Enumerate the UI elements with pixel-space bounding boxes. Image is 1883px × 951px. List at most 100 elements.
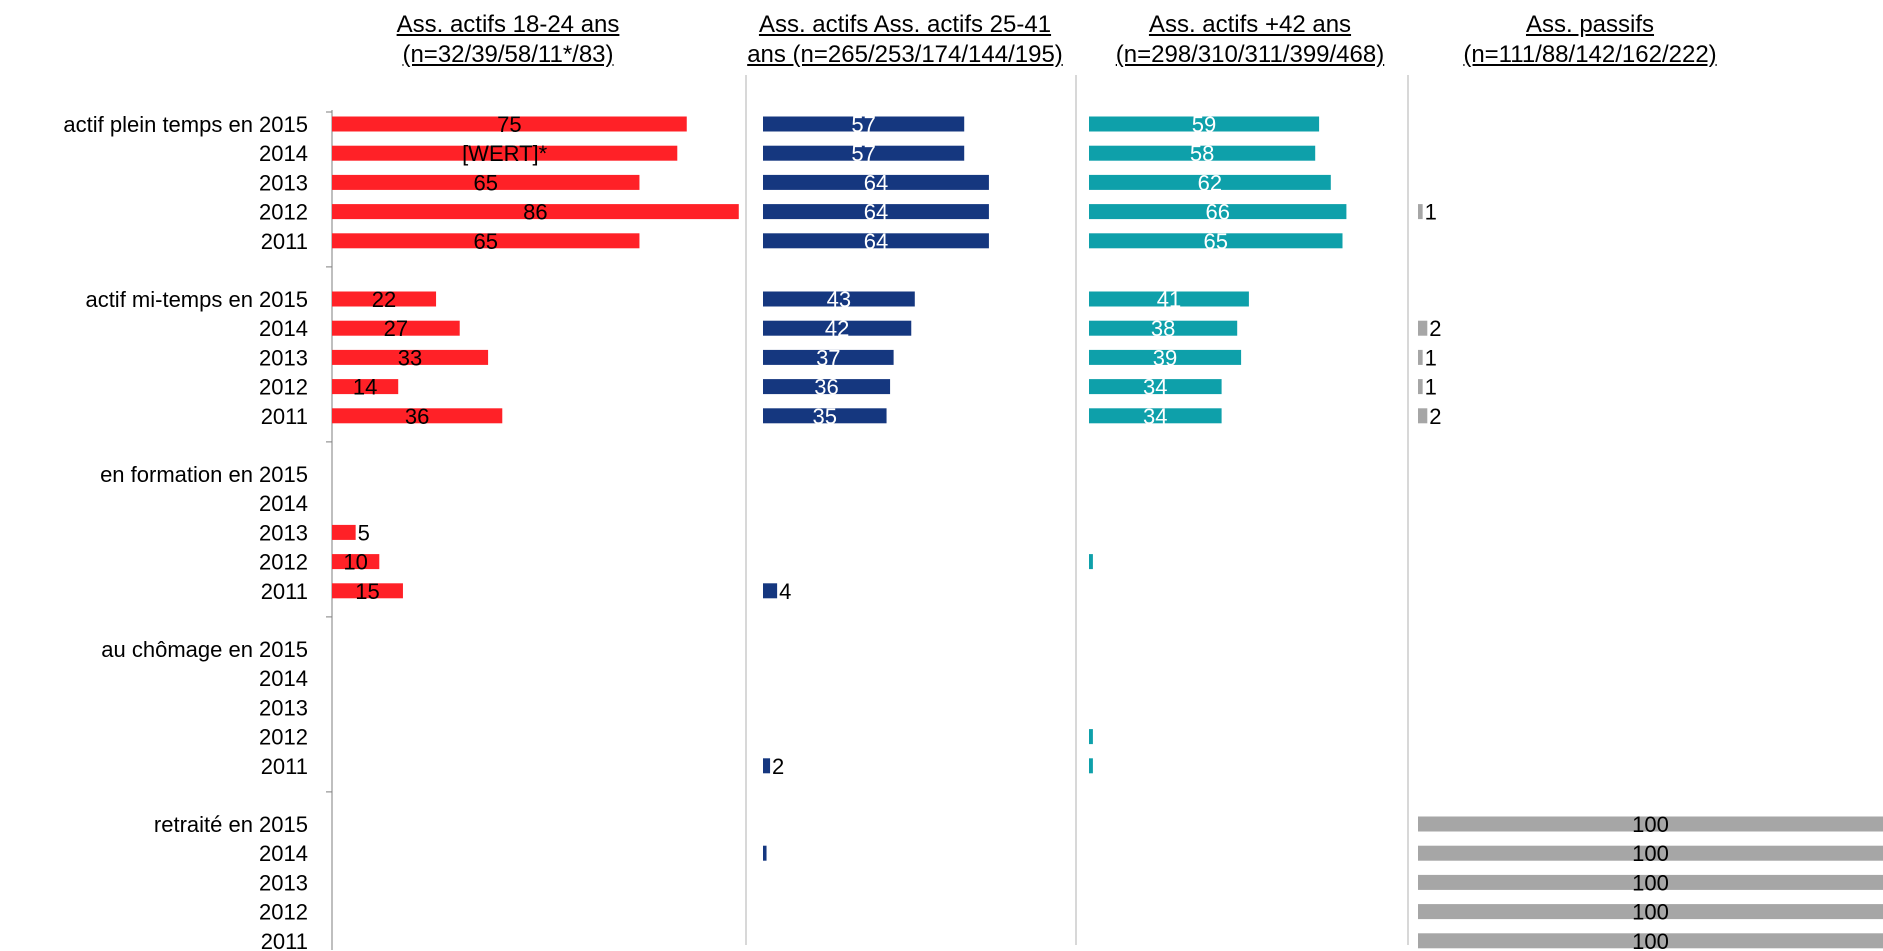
data-label: 2	[1429, 316, 1441, 341]
panel-header-42-plus: Ass. actifs +42 ans (n=298/310/311/399/4…	[1090, 10, 1410, 70]
category-label: 2011	[261, 579, 308, 604]
data-label: 100	[1632, 841, 1669, 866]
data-label: 1	[1425, 200, 1437, 225]
data-label: 34	[1143, 375, 1167, 400]
data-bar	[763, 583, 778, 599]
panel-title-line1: Ass. passifs	[1525, 11, 1655, 38]
data-label: 5	[358, 520, 370, 545]
panel-title-line1: Ass. actifs +42 ans	[1148, 11, 1352, 38]
data-label: 57	[851, 112, 875, 137]
category-label: 2014	[259, 666, 308, 691]
data-label: 41	[1157, 287, 1181, 312]
data-bar	[332, 583, 403, 599]
category-label: retraité en 2015	[154, 812, 308, 837]
category-label: 2013	[259, 345, 308, 370]
data-bar	[763, 204, 989, 220]
data-bar	[1418, 816, 1883, 832]
data-bar	[332, 554, 380, 570]
data-bar	[1418, 845, 1883, 861]
category-label: 2012	[259, 375, 308, 400]
category-label: 2012	[259, 550, 308, 575]
data-bar	[332, 116, 687, 132]
category-label: 2013	[259, 870, 308, 895]
data-bar	[1089, 349, 1242, 365]
data-bar	[1089, 758, 1093, 774]
data-label: 36	[814, 375, 838, 400]
data-bar	[763, 174, 989, 190]
data-label: 35	[813, 404, 837, 429]
category-label: 2013	[259, 170, 308, 195]
data-bar	[763, 408, 887, 424]
data-label: 15	[355, 579, 379, 604]
panel-header-18-24: Ass. actifs 18-24 ans (n=32/39/58/11*/83…	[353, 10, 663, 70]
data-label: 75	[497, 112, 521, 137]
category-label: 2011	[261, 754, 308, 779]
category-label: 2011	[261, 404, 308, 429]
data-bar	[332, 145, 678, 161]
data-bar	[1089, 174, 1331, 190]
data-label: 64	[864, 229, 888, 254]
data-bar	[332, 349, 489, 365]
category-label: 2013	[259, 520, 308, 545]
data-label: 65	[1204, 229, 1228, 254]
data-bar	[1418, 408, 1428, 424]
data-bar	[763, 116, 965, 132]
category-label: au chômage en 2015	[101, 637, 308, 662]
data-bar	[332, 174, 640, 190]
data-label: 34	[1143, 404, 1167, 429]
data-bar	[1418, 320, 1428, 336]
data-label: 10	[343, 550, 367, 575]
category-label: 2014	[259, 141, 308, 166]
data-bar	[1418, 379, 1423, 395]
data-bar	[1089, 320, 1238, 336]
data-label: 39	[1153, 345, 1177, 370]
data-bar	[763, 379, 891, 395]
data-label: 1	[1425, 345, 1437, 370]
category-label: 2014	[259, 841, 308, 866]
data-bar	[332, 320, 460, 336]
data-bar	[1089, 729, 1093, 745]
data-label: 4	[779, 579, 791, 604]
data-label: 64	[864, 170, 888, 195]
data-bar	[763, 320, 912, 336]
data-bar	[1089, 291, 1249, 307]
data-label: 100	[1632, 900, 1669, 925]
data-label: 2	[1429, 404, 1441, 429]
data-label: 1	[1425, 375, 1437, 400]
data-bar	[1418, 933, 1883, 949]
data-bar	[1418, 349, 1423, 365]
data-label: 65	[473, 229, 497, 254]
data-label: 27	[384, 316, 408, 341]
data-bar	[1089, 233, 1343, 249]
data-label: 2	[772, 754, 784, 779]
data-bar	[1418, 874, 1883, 890]
panel-title-line1: Ass. actifs Ass. actifs 25-41	[758, 11, 1052, 38]
category-label: 2011	[261, 929, 308, 951]
data-bar	[763, 758, 771, 774]
category-label: 2014	[259, 491, 308, 516]
data-bar	[763, 291, 915, 307]
data-label: 33	[398, 345, 422, 370]
category-label: actif plein temps en 2015	[63, 112, 308, 137]
data-bar	[1089, 116, 1320, 132]
data-label: 59	[1192, 112, 1216, 137]
category-label: en formation en 2015	[100, 462, 308, 487]
data-bar	[1089, 204, 1347, 220]
data-label: 65	[473, 170, 497, 195]
data-bar	[1089, 145, 1316, 161]
category-label: 2012	[259, 900, 308, 925]
data-label: 66	[1205, 200, 1229, 225]
data-label: 64	[864, 200, 888, 225]
category-label: 2012	[259, 200, 308, 225]
data-label: 100	[1632, 870, 1669, 895]
data-label: 14	[353, 375, 377, 400]
panel-title-line1: Ass. actifs 18-24 ans	[396, 11, 620, 38]
data-label: 42	[825, 316, 849, 341]
panel-title-line2: (n=111/88/142/162/222)	[1463, 41, 1717, 68]
data-bar	[763, 845, 767, 861]
data-bar	[332, 204, 739, 220]
category-label: actif mi-temps en 2015	[85, 287, 308, 312]
data-bar	[1418, 904, 1883, 920]
panel-header-passifs: Ass. passifs (n=111/88/142/162/222)	[1430, 10, 1750, 70]
